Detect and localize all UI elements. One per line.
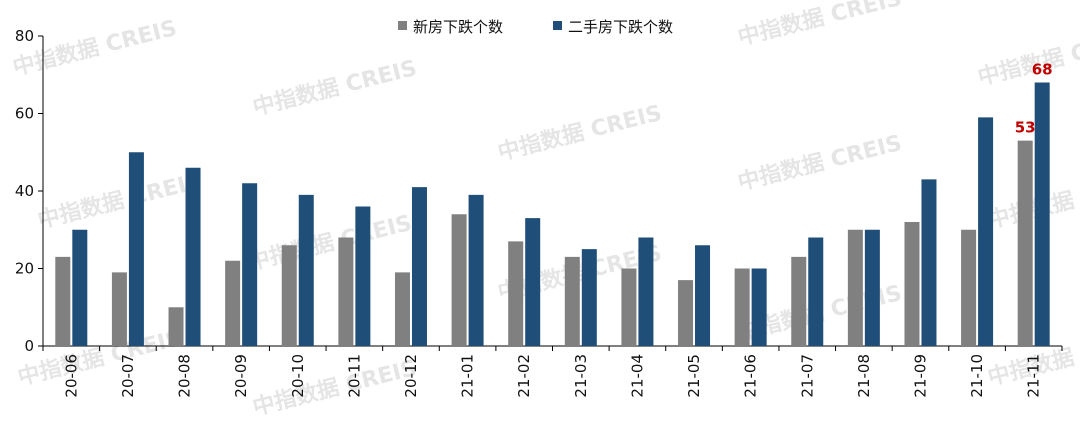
bar-series-0 <box>904 222 920 346</box>
x-tick-label: 21-04 <box>628 354 646 398</box>
legend-swatch <box>398 21 407 30</box>
bar-series-1 <box>411 187 427 346</box>
bar-series-1 <box>1034 82 1050 346</box>
x-tick-label: 21-11 <box>1025 354 1043 398</box>
watermark-text: 中指数据 CREIS <box>250 55 419 121</box>
bar-series-1 <box>128 152 144 346</box>
x-tick-label: 20-11 <box>345 354 363 398</box>
y-tick-label: 0 <box>24 337 34 355</box>
bar-series-1 <box>808 237 824 346</box>
watermark-text: 中指数据 CREIS <box>250 355 419 421</box>
labels: 53 68 <box>1015 61 1053 137</box>
bar-series-1 <box>978 117 994 346</box>
bar-series-0 <box>621 268 637 346</box>
bar-series-0 <box>564 256 580 346</box>
bar-series-1 <box>242 183 258 346</box>
x-tick-label: 20-06 <box>62 354 80 398</box>
bar-series-1 <box>864 229 880 346</box>
bar-series-0 <box>225 260 241 346</box>
x-tick-label: 21-09 <box>911 354 929 398</box>
bar-series-0 <box>111 272 127 346</box>
bar-series-0 <box>734 268 750 346</box>
watermark-text: 中指数据 CREIS <box>35 168 204 234</box>
bar-series-0 <box>1017 140 1033 346</box>
data-label: 68 <box>1032 61 1053 79</box>
bar-series-1 <box>638 237 654 346</box>
data-label: 53 <box>1015 119 1036 137</box>
bar-series-0 <box>508 241 524 346</box>
bars <box>55 82 1050 346</box>
legend-swatch <box>553 21 562 30</box>
x-tick-label: 21-10 <box>968 354 986 398</box>
watermark-text: 中指数据 CREIS <box>975 25 1080 91</box>
x-tick-label: 20-07 <box>119 354 137 398</box>
legend-label: 二手房下跌个数 <box>568 18 673 36</box>
bar-series-1 <box>298 194 314 346</box>
x-tick-label: 20-09 <box>232 354 250 398</box>
bar-series-1 <box>695 245 711 346</box>
x-tick-label: 21-02 <box>515 354 533 398</box>
bar-series-0 <box>394 272 410 346</box>
bar-series-1 <box>468 194 484 346</box>
bar-series-0 <box>338 237 354 346</box>
x-tick-label: 20-10 <box>289 354 307 398</box>
legend: 新房下跌个数 二手房下跌个数 <box>398 18 673 36</box>
watermark-text: 中指数据 CREIS <box>735 130 904 196</box>
bar-series-1 <box>751 268 767 346</box>
bar-series-0 <box>55 256 71 346</box>
x-tick-label: 20-08 <box>176 354 194 398</box>
x-tick-label: 21-03 <box>572 354 590 398</box>
bar-series-0 <box>678 280 694 346</box>
bar-series-0 <box>281 245 297 346</box>
bar-series-0 <box>847 229 863 346</box>
bar-series-0 <box>791 256 807 346</box>
x-tick-label: 21-05 <box>685 354 703 398</box>
bar-series-1 <box>72 229 88 346</box>
y-tick-label: 20 <box>15 260 34 278</box>
watermark-text: 中指数据 CREIS <box>245 210 414 276</box>
watermark-text: 中指数据 CREIS <box>10 15 179 81</box>
x-tick-label: 20-12 <box>402 354 420 398</box>
watermark-text: 中指数据 CREIS <box>735 0 904 51</box>
bar-series-0 <box>451 214 467 346</box>
bar-series-0 <box>961 229 977 346</box>
axes: 0 20 40 60 80 20-06 20-07 20-08 20-09 20-10 20-11 2… <box>15 27 1063 398</box>
x-tick-label: 21-06 <box>742 354 760 398</box>
y-tick-label: 60 <box>15 105 34 123</box>
x-tick-label: 21-01 <box>459 354 477 398</box>
legend-label: 新房下跌个数 <box>413 18 503 36</box>
y-tick-label: 40 <box>15 182 34 200</box>
watermark-text: 中指数据 CREIS <box>495 100 664 166</box>
x-tick-label: 21-08 <box>855 354 873 398</box>
watermark-text: 中指数据 CREIS <box>15 325 184 391</box>
bar-series-1 <box>185 167 201 346</box>
bar-series-1 <box>921 179 937 346</box>
bar-series-1 <box>525 218 541 346</box>
bar-series-1 <box>355 206 371 346</box>
y-tick-label: 80 <box>15 27 34 45</box>
bar-series-1 <box>581 249 597 346</box>
x-tick-label: 21-07 <box>798 354 816 398</box>
bar-series-0 <box>168 307 184 346</box>
